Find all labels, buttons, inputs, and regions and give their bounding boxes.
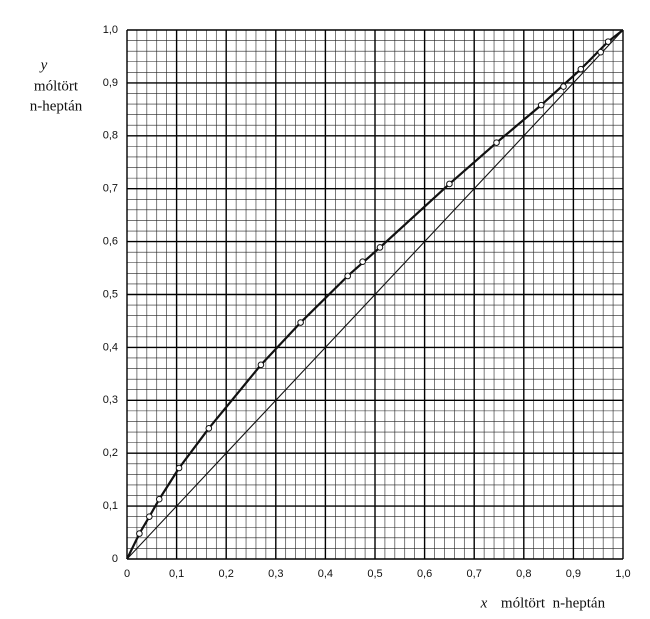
x-tick-label: 1,0 <box>615 568 630 580</box>
y-tick-label: 0 <box>112 553 118 565</box>
data-point <box>205 425 213 432</box>
data-point <box>155 495 163 503</box>
y-tick-label: 0,5 <box>103 288 118 300</box>
y-tick-label: 0,9 <box>103 77 118 89</box>
y-label-line: móltört <box>34 78 79 94</box>
y-tick-label: 0,1 <box>103 500 118 512</box>
x-tick-label: 0,7 <box>467 568 482 580</box>
x-tick-label: 0,8 <box>516 568 531 580</box>
data-point <box>146 513 153 520</box>
x-label-text: móltört n-heptán <box>501 595 606 611</box>
data-point <box>577 65 585 73</box>
y-tick-label: 0,8 <box>103 130 118 142</box>
data-point <box>376 244 384 251</box>
data-point <box>604 38 612 45</box>
y-tick-label: 0,6 <box>103 236 118 248</box>
x-tick-label: 0,2 <box>219 568 234 580</box>
data-point <box>446 180 453 188</box>
data-point <box>597 48 604 56</box>
data-point <box>257 361 265 369</box>
y-label-line: n-heptán <box>30 98 83 114</box>
y-tick-label: 1,0 <box>103 24 118 36</box>
x-tick-label: 0,6 <box>417 568 432 580</box>
data-point <box>560 83 567 90</box>
y-tick-label: 0,3 <box>103 394 118 406</box>
x-label-symbol: x <box>480 595 488 611</box>
data-point <box>537 101 545 109</box>
x-tick-label: 0,1 <box>169 568 184 580</box>
data-point <box>297 319 304 326</box>
data-point <box>493 139 500 146</box>
x-tick-label: 0,5 <box>367 568 382 580</box>
data-point <box>344 272 352 280</box>
x-tick-label: 0,9 <box>566 568 581 580</box>
data-point <box>136 530 143 537</box>
x-tick-label: 0,3 <box>268 568 283 580</box>
x-tick-label: 0 <box>124 568 130 580</box>
x-tick-label: 0,4 <box>318 568 333 580</box>
y-tick-label: 0,7 <box>103 183 118 195</box>
diagonal-line <box>126 29 624 560</box>
data-point <box>359 258 366 266</box>
y-tick-label: 0,4 <box>103 341 118 353</box>
data-point <box>175 464 183 472</box>
y-tick-label: 0,2 <box>103 447 118 459</box>
y-label-symbol: y <box>39 57 48 73</box>
